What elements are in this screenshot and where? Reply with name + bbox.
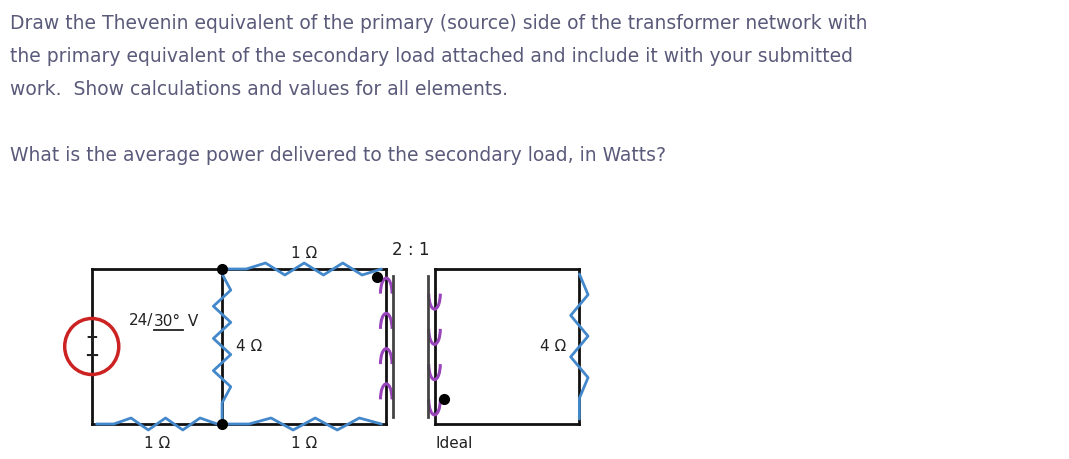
Text: V: V [183,313,198,329]
Text: What is the average power delivered to the secondary load, in Watts?: What is the average power delivered to t… [10,146,666,165]
Text: 1 Ω: 1 Ω [291,246,317,261]
Text: −: − [84,347,99,364]
Text: +: + [86,330,98,345]
Text: Draw the Thevenin equivalent of the primary (source) side of the transformer net: Draw the Thevenin equivalent of the prim… [10,14,867,33]
Text: 24/: 24/ [128,313,153,329]
Text: 4 Ω: 4 Ω [235,339,262,354]
Text: 1 Ω: 1 Ω [144,436,170,451]
Text: 4 Ω: 4 Ω [540,339,566,354]
Text: 1 Ω: 1 Ω [291,436,317,451]
Text: the primary equivalent of the secondary load attached and include it with your s: the primary equivalent of the secondary … [10,47,853,66]
Text: 2 : 1: 2 : 1 [391,241,429,259]
Text: Ideal: Ideal [435,436,472,451]
Text: work.  Show calculations and values for all elements.: work. Show calculations and values for a… [10,80,508,99]
Text: 30°: 30° [154,313,181,329]
